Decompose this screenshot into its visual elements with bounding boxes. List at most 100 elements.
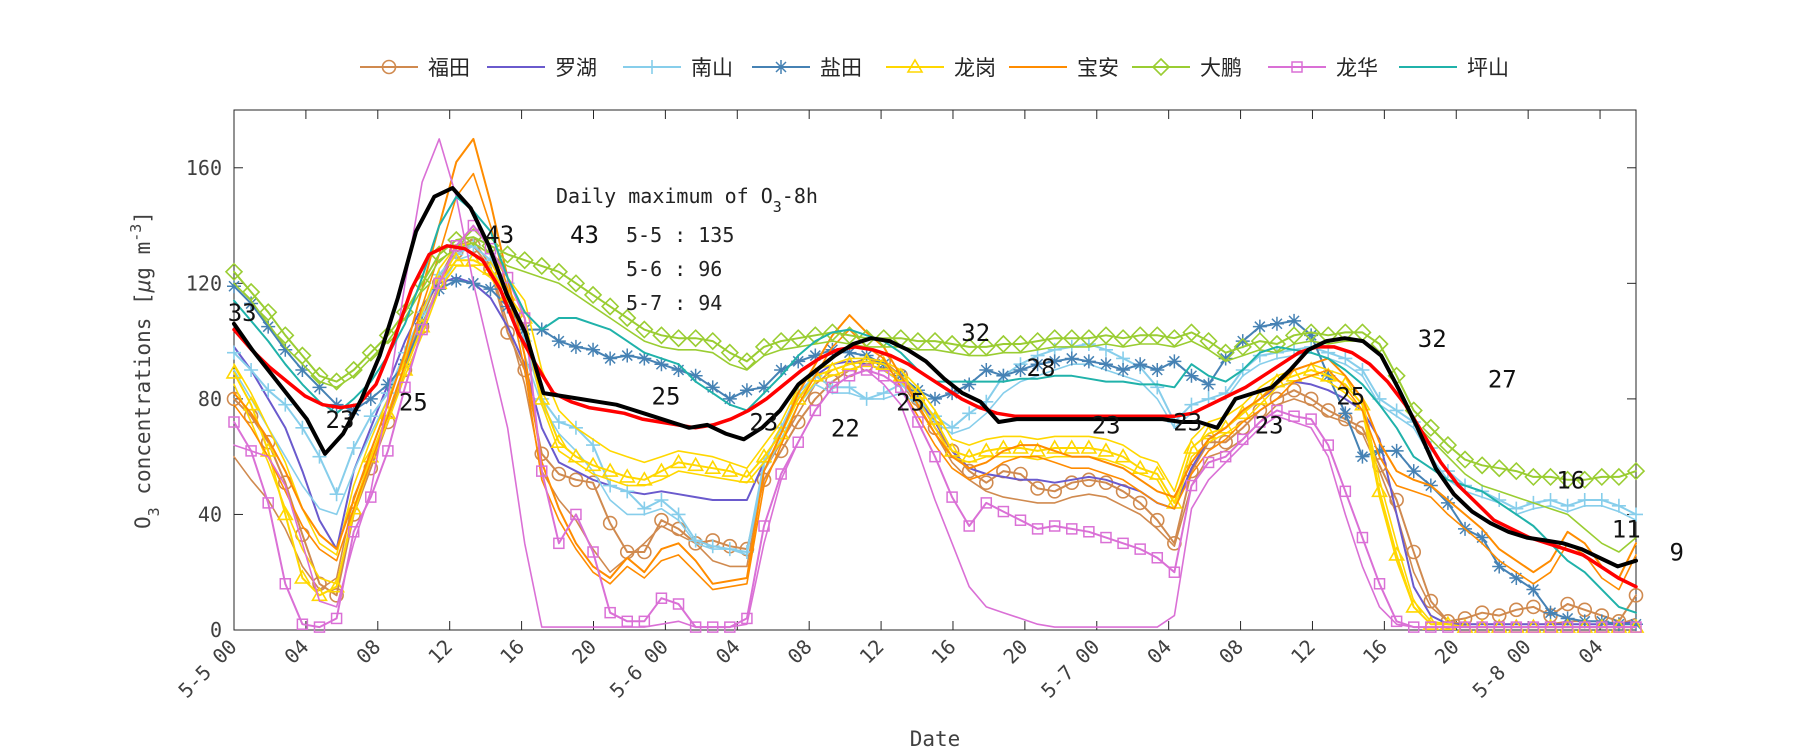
- peak-label: 23: [1173, 409, 1202, 437]
- series-marker: [1150, 380, 1165, 395]
- x-tick-label: 20: [1430, 635, 1464, 669]
- series-marker: [1030, 481, 1045, 496]
- series-marker: [928, 391, 942, 406]
- series-marker: [1064, 475, 1080, 490]
- series-marker: [1216, 343, 1235, 362]
- series-marker: [620, 348, 635, 363]
- series-marker: [447, 251, 465, 267]
- series-marker: [1421, 418, 1440, 437]
- series-marker: [1185, 479, 1198, 492]
- series-marker: [841, 355, 858, 371]
- series-marker: [1098, 357, 1113, 372]
- series-marker: [227, 345, 241, 360]
- series-marker: [602, 515, 618, 531]
- series-marker: [978, 475, 994, 490]
- series-marker: [1356, 531, 1369, 544]
- series-marker: [1028, 331, 1047, 351]
- series-marker: [637, 351, 652, 366]
- series-marker: [344, 360, 363, 380]
- series-marker: [330, 612, 343, 625]
- series-marker: [1254, 416, 1266, 428]
- series-marker: [618, 468, 636, 483]
- peak-label: 22: [831, 414, 860, 442]
- series-marker: [721, 462, 739, 477]
- y-axis-title: O3 concentrations [μg m-3]: [127, 211, 163, 529]
- series-marker: [621, 615, 633, 628]
- series-marker: [1472, 456, 1492, 475]
- series-marker: [843, 370, 856, 382]
- series-marker: [1100, 531, 1112, 544]
- series-marker: [963, 520, 975, 532]
- series-marker: [654, 357, 669, 372]
- series-marker: [583, 285, 603, 305]
- series-marker: [329, 397, 344, 412]
- series-marker: [825, 342, 840, 357]
- x-tick-label: 16: [1358, 635, 1392, 669]
- x-tick-label: 04: [1142, 635, 1176, 669]
- mean-black-line: [232, 186, 1638, 569]
- series-marker: [1064, 351, 1079, 366]
- series-marker: [1355, 449, 1370, 464]
- series-marker: [1233, 337, 1252, 357]
- series-marker: [1134, 543, 1146, 555]
- x-tick-label: 12: [1286, 635, 1320, 669]
- series-marker: [942, 334, 962, 354]
- series-marker: [1560, 498, 1575, 513]
- series-marker: [722, 391, 737, 406]
- series-marker: [908, 331, 928, 351]
- series-marker: [1167, 354, 1182, 369]
- series-marker: [1592, 467, 1611, 487]
- series-marker: [1493, 621, 1505, 633]
- series-marker: [1183, 439, 1200, 454]
- x-tick-label: 5-7 00: [1036, 635, 1104, 703]
- series-marker: [826, 381, 839, 394]
- series-marker: [566, 274, 586, 293]
- series-marker: [962, 377, 977, 392]
- series-marker: [1406, 544, 1422, 560]
- x-tick-label: 12: [423, 635, 457, 669]
- series-marker: [310, 366, 329, 385]
- series-marker: [1267, 334, 1287, 354]
- series-marker: [1490, 459, 1509, 478]
- series-marker: [276, 326, 295, 345]
- series-marker: [909, 384, 927, 399]
- series-marker: [1063, 439, 1081, 454]
- series-marker: [550, 433, 568, 449]
- peak-label: 32: [961, 319, 990, 347]
- series-marker: [758, 520, 770, 532]
- y-tick-label: 80: [198, 387, 222, 411]
- peak-label: 23: [1092, 412, 1121, 440]
- series-marker: [1492, 559, 1507, 574]
- series-marker: [755, 448, 773, 463]
- series-marker: [603, 351, 618, 366]
- series-marker: [638, 615, 651, 628]
- peak-label: 43: [570, 221, 599, 249]
- series-marker: [346, 441, 361, 455]
- series-marker: [380, 377, 395, 392]
- series-marker: [994, 334, 1013, 354]
- series-marker: [396, 361, 414, 376]
- series-marker: [1303, 391, 1319, 407]
- series-marker: [1390, 615, 1403, 628]
- legend-item: 盐田: [752, 56, 862, 80]
- series-marker: [587, 546, 599, 558]
- series-marker: [1287, 313, 1302, 328]
- series-marker: [926, 410, 944, 425]
- series-marker: [1425, 621, 1437, 633]
- series-marker: [688, 368, 703, 383]
- series-marker: [670, 453, 687, 469]
- series-marker: [1304, 328, 1319, 343]
- series-line-secondary: [233, 172, 1637, 591]
- series-marker: [549, 262, 568, 281]
- series-marker: [279, 578, 292, 590]
- annotation-line: 5-7 : 94: [626, 291, 722, 315]
- legend-label: 宝安: [1077, 56, 1119, 80]
- series-marker: [515, 251, 534, 270]
- series-marker: [687, 456, 705, 472]
- series-marker: [757, 380, 772, 395]
- annotation-title: Daily maximum of O3-8h: [556, 184, 818, 216]
- series-marker: [653, 462, 670, 477]
- series-marker: [652, 326, 671, 345]
- series-marker: [705, 380, 720, 395]
